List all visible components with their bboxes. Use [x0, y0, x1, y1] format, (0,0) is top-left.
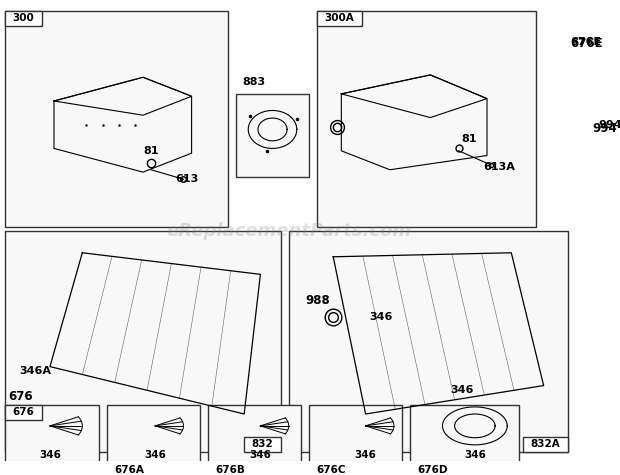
Bar	[208, 405, 301, 475]
Bar	[244, 437, 281, 452]
Bar	[523, 437, 568, 452]
Text: 346: 346	[451, 385, 474, 395]
Bar	[6, 405, 42, 420]
Bar	[309, 463, 353, 475]
Text: 988: 988	[305, 294, 330, 307]
Bar	[107, 405, 200, 475]
Bar	[6, 11, 42, 26]
Text: 676E: 676E	[570, 37, 601, 47]
Bar	[208, 463, 252, 475]
Text: 883: 883	[242, 77, 266, 87]
Bar	[410, 463, 454, 475]
Text: 676B: 676B	[215, 466, 245, 475]
Text: 676: 676	[12, 407, 35, 417]
Bar	[6, 11, 228, 227]
Text: 346: 346	[144, 450, 166, 460]
Text: 613: 613	[175, 174, 198, 184]
Bar	[309, 405, 402, 475]
Text: 300A: 300A	[324, 13, 354, 23]
Text: 346A: 346A	[19, 366, 51, 376]
Text: 676D: 676D	[417, 466, 448, 475]
Bar	[317, 11, 361, 26]
Text: 676C: 676C	[316, 466, 346, 475]
Bar	[289, 231, 568, 452]
Text: 613A: 613A	[483, 162, 515, 172]
Text: eReplacementParts.com: eReplacementParts.com	[166, 222, 411, 240]
Bar	[236, 94, 309, 177]
Text: 832A: 832A	[531, 439, 560, 449]
Text: 346: 346	[464, 450, 486, 460]
Text: 346: 346	[370, 312, 393, 322]
Bar	[410, 405, 520, 475]
Text: 676A: 676A	[114, 466, 144, 475]
Text: 832: 832	[252, 439, 273, 449]
Bar	[6, 231, 281, 452]
Text: 81: 81	[143, 145, 159, 155]
Bar	[317, 11, 536, 227]
Text: 300: 300	[13, 13, 35, 23]
Text: 81: 81	[461, 133, 477, 143]
Text: 346: 346	[249, 450, 272, 460]
Text: 346: 346	[39, 450, 61, 460]
Bar	[107, 463, 151, 475]
Text: 994: 994	[599, 120, 620, 130]
Text: 994: 994	[592, 123, 617, 135]
Text: 346: 346	[355, 450, 376, 460]
Text: 676: 676	[8, 390, 32, 403]
Bar	[6, 405, 99, 475]
Text: 676E: 676E	[570, 37, 603, 50]
